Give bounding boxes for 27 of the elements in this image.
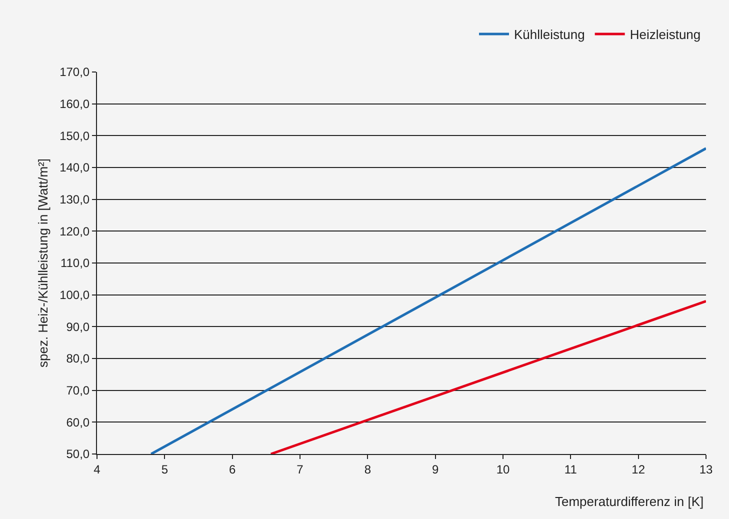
- y-tick-label: 110,0: [60, 256, 90, 270]
- y-tick-label: 160,0: [60, 97, 90, 112]
- y-tick-label: 140,0: [60, 160, 90, 175]
- x-tick-label: 11: [564, 462, 578, 476]
- x-tick-label: 12: [632, 462, 646, 476]
- y-tick-label: 120,0: [60, 224, 90, 238]
- y-tick-label: 90,0: [66, 320, 90, 334]
- x-tick-label: 7: [296, 462, 304, 476]
- y-tick-label: 80,0: [66, 352, 90, 366]
- x-tick-label: 6: [228, 462, 236, 476]
- y-tick-label: 50,0: [66, 447, 90, 462]
- x-tick-label: 9: [432, 462, 439, 476]
- y-tick-label: 130,0: [60, 192, 90, 207]
- x-tick-label: 4: [94, 462, 101, 476]
- y-tick-label: 70,0: [66, 384, 90, 398]
- x-axis-title: Temperaturdifferenz in [K]: [555, 494, 704, 509]
- y-tick-label: 60,0: [66, 415, 90, 430]
- y-tick-label: 100,0: [60, 288, 90, 302]
- y-axis-title: spez. Heiz-/Kühlleistung in [Watt/m²]: [36, 158, 51, 368]
- y-tick-label: 170,0: [60, 65, 90, 80]
- legend-label: Kühlleistung: [514, 27, 585, 42]
- legend-label: Heizleistung: [630, 27, 701, 42]
- x-tick-label: 13: [699, 462, 713, 476]
- x-tick-label: 5: [161, 462, 168, 476]
- x-tick-label: 8: [364, 462, 372, 476]
- x-tick-label: 10: [496, 462, 510, 476]
- y-tick-label: 150,0: [60, 128, 90, 143]
